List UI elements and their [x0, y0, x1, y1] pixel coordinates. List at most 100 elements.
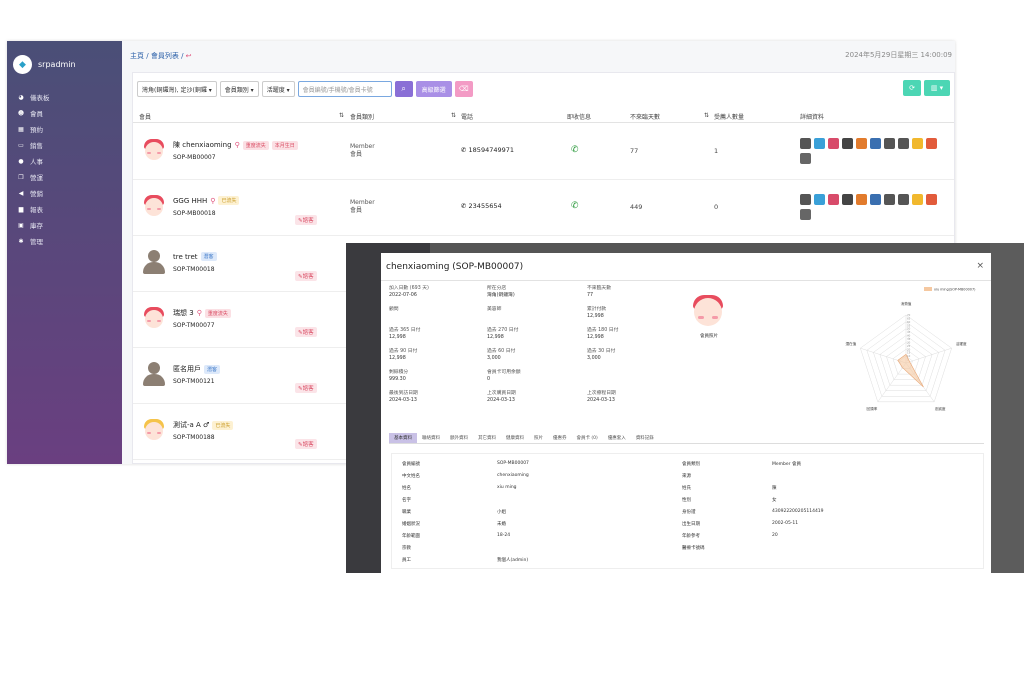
member-name[interactable]: tre tret 潛客 — [173, 252, 217, 261]
modal-tab[interactable]: 優惠套入 — [607, 436, 626, 441]
detail-icon[interactable] — [926, 194, 937, 205]
refresh-button[interactable]: ⟳ — [903, 80, 921, 96]
close-icon[interactable]: × — [976, 261, 984, 271]
sidebar-item[interactable]: ▆ 報表 — [17, 201, 50, 217]
detail-icon[interactable] — [814, 194, 825, 205]
sidebar-item[interactable]: ▭ 銷售 — [17, 137, 50, 153]
modal-tab[interactable]: 會員卡 (0) — [576, 436, 598, 441]
phone-number: 23455654 — [468, 202, 502, 210]
consult-button[interactable]: ✎諮客 — [295, 439, 317, 449]
col-referrals[interactable]: 受薦人數量 — [714, 114, 745, 121]
member-type-select[interactable]: 會員類別 ▾ — [219, 81, 259, 97]
detail-icon[interactable] — [828, 138, 839, 149]
breadcrumb-home[interactable]: 主頁 — [130, 52, 144, 60]
member-name-text: GGG HHH — [173, 196, 208, 205]
phone[interactable]: ✆ 18594749971 — [461, 146, 514, 154]
detail-icon[interactable] — [856, 138, 867, 149]
brand[interactable]: ◆ srpadmin — [13, 55, 76, 74]
detail-icon[interactable] — [898, 138, 909, 149]
member-type: Member 會員 — [350, 143, 375, 159]
phone[interactable]: ✆ 23455654 — [461, 202, 502, 210]
cheek — [147, 432, 151, 434]
modal-tab[interactable]: 資料記錄 — [635, 436, 654, 441]
modal-tab[interactable]: 照片 — [534, 436, 543, 441]
back-arrow-icon[interactable]: ↩ — [185, 52, 192, 60]
detail-label: 性別 — [682, 498, 691, 503]
detail-icon[interactable] — [814, 138, 825, 149]
breadcrumb-page[interactable]: 會員列表 — [150, 52, 179, 60]
detail-value: 女 — [772, 498, 777, 503]
detail-icon[interactable] — [912, 138, 923, 149]
consult-button[interactable]: ✎諮客 — [295, 215, 317, 225]
consult-button[interactable]: ✎諮客 — [295, 271, 317, 281]
sidebar-item[interactable]: ◕ 儀表板 — [17, 89, 49, 105]
col-sort-icon[interactable]: ⇅ — [339, 112, 345, 119]
activity-select[interactable]: 活躍度 ▾ — [261, 81, 295, 97]
search-input[interactable]: 會員編號/手機號/會員卡號 — [297, 81, 392, 97]
detail-icon[interactable] — [884, 138, 895, 149]
sidebar-item[interactable]: ◀ 營銷 — [17, 185, 50, 201]
cheek — [698, 316, 704, 319]
avatar — [143, 192, 165, 218]
sidebar-item[interactable]: ● 人事 — [17, 153, 50, 169]
sidebar-item[interactable]: ❐ 營運 — [17, 169, 50, 185]
datetime: 2024年5月29日星期三 14:00:09 — [845, 51, 952, 59]
consult-button[interactable]: ✎諮客 — [295, 383, 317, 393]
branch-select[interactable]: 灣角(銅鑼灣), 定沙(銅鑼 ▾ — [137, 81, 217, 97]
col-absent-days[interactable]: 不來臨天數 — [630, 114, 661, 121]
sidebar-item[interactable]: ✱ 管理 — [17, 233, 50, 249]
modal-tab[interactable]: 其它資料 — [478, 436, 496, 441]
col-phone[interactable]: 電話 — [461, 114, 474, 121]
member-photo: 會員照片 — [692, 292, 724, 339]
detail-icon[interactable] — [800, 138, 811, 149]
whatsapp-icon[interactable]: ✆ — [571, 201, 579, 211]
radar-axis — [877, 362, 907, 402]
consult-button[interactable]: ✎諮客 — [295, 327, 317, 337]
detail-icon[interactable] — [926, 138, 937, 149]
stat-label: 過去 365 日付 — [389, 328, 421, 333]
sidebar-item[interactable]: ▦ 預約 — [17, 121, 50, 137]
member-name[interactable]: GGG HHH ⚲ 已流失 — [173, 196, 240, 205]
detail-icon[interactable] — [828, 194, 839, 205]
sidebar-item-label: 庫存 — [30, 222, 43, 230]
advanced-filter-button[interactable]: 高級篩選 — [415, 81, 452, 97]
columns-button[interactable]: ▥ ▾ — [924, 80, 950, 96]
search-button[interactable]: ⌕ — [394, 81, 413, 97]
col-sort-icon[interactable]: ⇅ — [451, 112, 457, 119]
detail-icon[interactable] — [912, 194, 923, 205]
sidebar-item[interactable]: ▣ 庫存 — [17, 217, 50, 233]
location-pin-icon: ⚲ — [234, 141, 240, 149]
detail-icon[interactable] — [870, 194, 881, 205]
member-name[interactable]: 陳 chenxiaoming ⚲ 重度流失 本月生日 — [173, 140, 298, 150]
col-member-type[interactable]: 會員類別 — [350, 114, 375, 121]
detail-value: chenxiaoming — [497, 473, 529, 478]
sidebar-item-label: 人事 — [30, 158, 43, 166]
modal-tab[interactable]: 基本資料 — [389, 433, 417, 443]
member-name[interactable]: 測试-a A ♂ 已流失 — [173, 420, 234, 430]
avatar-head — [148, 250, 160, 262]
detail-icon[interactable] — [884, 194, 895, 205]
detail-icon[interactable] — [870, 138, 881, 149]
member-name[interactable]: 匿名用戶 潛客 — [173, 364, 221, 374]
modal-tab[interactable]: 額外資料 — [450, 436, 468, 441]
modal-tab[interactable]: 健康資料 — [506, 436, 524, 441]
detail-icon[interactable] — [800, 153, 811, 164]
modal-tabs: 基本資料 聯絡資料 額外資料 其它資料 健康資料 照片 優惠券 會員卡 (0) 優惠套入 資料記錄 — [389, 433, 984, 444]
detail-icon[interactable] — [800, 194, 811, 205]
whatsapp-icon[interactable]: ✆ — [571, 145, 579, 155]
col-member[interactable]: 會員 — [139, 114, 152, 121]
detail-icon[interactable] — [800, 209, 811, 220]
detail-icon[interactable] — [856, 194, 867, 205]
refresh-icon: ⟳ — [909, 84, 915, 92]
detail-icon[interactable] — [842, 194, 853, 205]
detail-icon[interactable] — [842, 138, 853, 149]
detail-icon[interactable] — [898, 194, 909, 205]
col-sort-icon[interactable]: ⇅ — [704, 112, 710, 119]
member-name[interactable]: 瑞想 3 ⚲ 重度流失 — [173, 308, 231, 318]
table-row[interactable]: GGG HHH ⚲ 已流失 SOP-MB00018 ✎諮客 Member 會員 ✆ 2345… — [133, 180, 954, 236]
clear-filter-button[interactable]: ⌫ — [454, 81, 473, 97]
modal-tab[interactable]: 聯絡資料 — [422, 436, 440, 441]
sidebar-item[interactable]: ☻ 會員 — [17, 105, 50, 121]
modal-tab[interactable]: 優惠券 — [553, 436, 567, 441]
table-row[interactable]: 陳 chenxiaoming ⚲ 重度流失 本月生日 SOP-MB00007 Membe… — [133, 124, 954, 180]
